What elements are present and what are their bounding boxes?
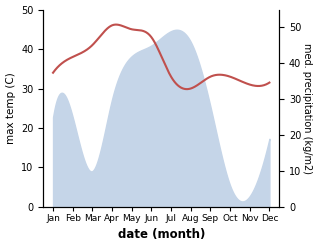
X-axis label: date (month): date (month) (118, 228, 205, 242)
Y-axis label: max temp (C): max temp (C) (5, 72, 16, 144)
Y-axis label: med. precipitation (kg/m2): med. precipitation (kg/m2) (302, 43, 313, 174)
